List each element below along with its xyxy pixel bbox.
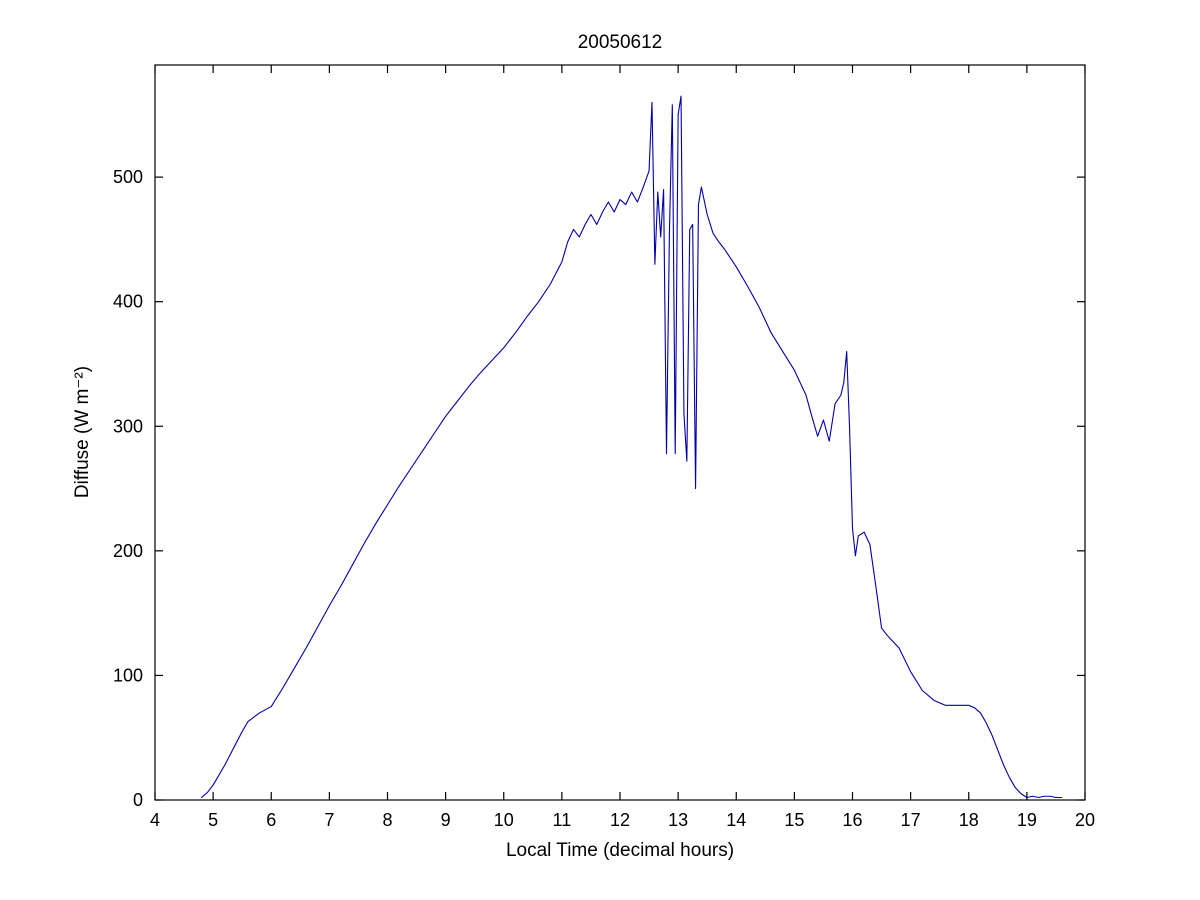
- x-tick-label: 8: [382, 810, 392, 830]
- y-tick-label: 100: [113, 665, 143, 685]
- x-tick-label: 11: [553, 810, 572, 830]
- axis-box: [154, 64, 1086, 801]
- y-tick-label: 0: [133, 790, 143, 810]
- data-line-diffuse: [200, 95, 1063, 799]
- x-tick-label: 19: [1017, 810, 1037, 830]
- y-tick-label: 500: [113, 167, 143, 187]
- x-tick-label: 4: [150, 810, 160, 830]
- x-tick-label: 13: [668, 810, 688, 830]
- x-tick-label: 7: [324, 810, 334, 830]
- x-tick-label: 12: [610, 810, 630, 830]
- x-tick-label: 18: [959, 810, 979, 830]
- plot-generated: 4 5 6 7 8 9 10 11 12 13 14 15 16 17 18 19 20010020030040…: [113, 64, 1095, 830]
- x-tick-label: 9: [441, 810, 451, 830]
- y-tick-label: 300: [113, 416, 143, 436]
- x-tick-label: 17: [901, 810, 921, 830]
- chart-title: 20050612: [578, 32, 663, 53]
- x-axis-label: Local Time (decimal hours): [506, 840, 734, 861]
- y-tick-label: 400: [113, 292, 143, 312]
- x-tick-label: 6: [266, 810, 276, 830]
- y-tick-label: 200: [113, 541, 143, 561]
- y-axis-label: Diffuse (W m⁻²): [72, 366, 93, 498]
- x-tick-label: 5: [208, 810, 218, 830]
- x-tick-label: 15: [784, 810, 804, 830]
- x-tick-label: 14: [726, 810, 746, 830]
- x-tick-label: 10: [494, 810, 514, 830]
- x-tick-label: 16: [842, 810, 862, 830]
- x-tick-label: 20: [1075, 810, 1095, 830]
